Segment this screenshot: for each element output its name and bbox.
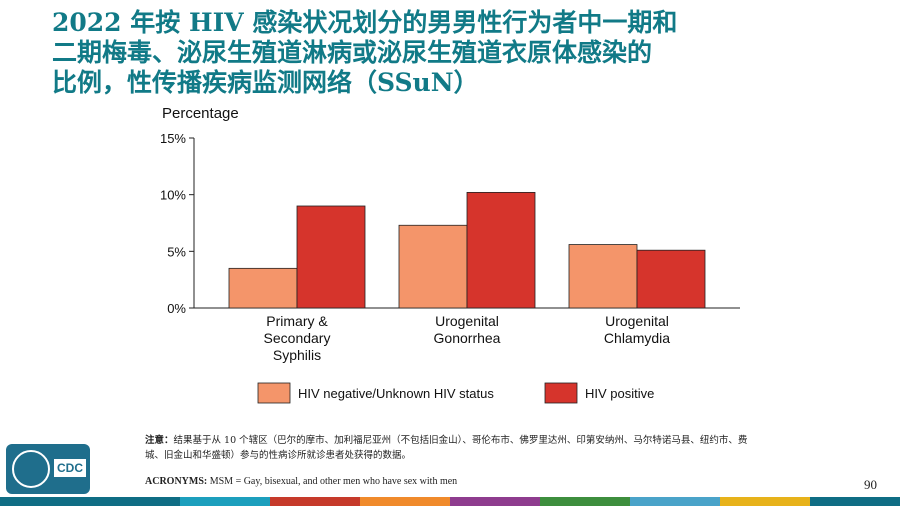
y-tick-label: 10% (160, 188, 186, 203)
cdc-logo: CDC (6, 444, 90, 494)
note-label: 注意： (145, 435, 174, 446)
x-tick-label: Gonorrhea (434, 330, 501, 346)
note-body: 结果基于从 10 个辖区（巴尔的摩市、加利福尼亚州（不包括旧金山）、哥伦布市、佛… (145, 435, 748, 461)
y-tick-label: 0% (167, 301, 186, 316)
acronyms-text: ACRONYMS: MSM = Gay, bisexual, and other… (145, 476, 765, 487)
legend-label: HIV positive (585, 386, 654, 401)
x-tick-label: Syphilis (273, 347, 321, 363)
bar (636, 249, 706, 309)
footer-color-bar (0, 497, 900, 506)
x-tick-label: Chlamydia (604, 330, 670, 346)
bar (466, 191, 536, 309)
title-line-3: 比例，性传播疾病监测网络（SSuN） (52, 68, 479, 97)
legend-swatch (544, 382, 578, 404)
x-tick-label: Secondary (264, 330, 331, 346)
x-tick-label: Urogenital (605, 313, 669, 329)
footer-segment (810, 497, 900, 506)
acronyms-body: MSM = Gay, bisexual, and other men who h… (209, 476, 458, 487)
footer-segment (360, 497, 450, 506)
slide-title: 2022 年按 HIV 感染状况划分的男男性行为者中一期和 二期梅毒、泌尿生殖道… (52, 8, 832, 98)
title-line-2: 二期梅毒、泌尿生殖道淋病或泌尿生殖道衣原体感染的 (52, 38, 653, 67)
footer-segment (630, 497, 720, 506)
cdc-logo-text: CDC (54, 459, 86, 477)
legend-swatch (257, 382, 291, 404)
acronyms-label: ACRONYMS: (145, 476, 208, 487)
title-line-1: 2022 年按 HIV 感染状况划分的男男性行为者中一期和 (52, 8, 678, 37)
y-tick-label: 15% (160, 131, 186, 146)
bar (568, 244, 638, 309)
footer-segment (270, 497, 360, 506)
bar (296, 205, 366, 309)
bar (228, 267, 298, 309)
footer-segment (720, 497, 810, 506)
x-tick-label: Primary & (266, 313, 328, 329)
footer-segment (90, 497, 180, 506)
y-axis-label: Percentage (162, 105, 239, 122)
footer-segment (180, 497, 270, 506)
note-text: 注意：结果基于从 10 个辖区（巴尔的摩市、加利福尼亚州（不包括旧金山）、哥伦布… (145, 433, 760, 463)
bar (398, 224, 468, 309)
footer-segment (0, 497, 90, 506)
footer-segment (450, 497, 540, 506)
footer-segment (540, 497, 630, 506)
x-tick-label: Urogenital (435, 313, 499, 329)
y-tick-label: 5% (167, 244, 186, 259)
page-number: 90 (864, 477, 877, 492)
hhs-eagle-icon (12, 450, 50, 488)
legend-label: HIV negative/Unknown HIV status (298, 386, 494, 401)
